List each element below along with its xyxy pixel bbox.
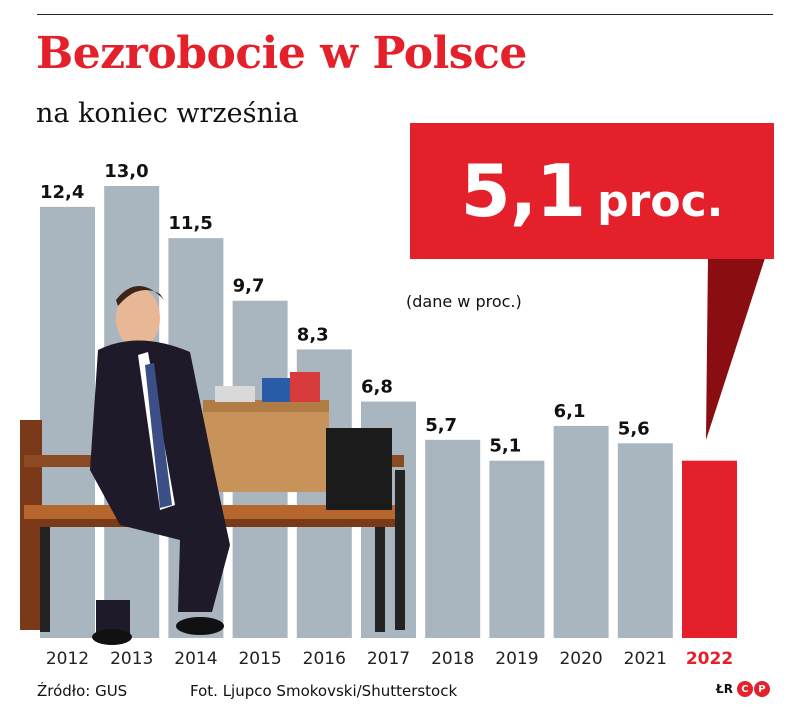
bar-2019 bbox=[489, 460, 545, 638]
bar-2021 bbox=[617, 443, 673, 638]
data-label-2014: 11,5 bbox=[168, 213, 212, 234]
data-label-2021: 5,6 bbox=[618, 418, 650, 439]
x-tick-label-2013: 2013 bbox=[110, 649, 153, 669]
cp-badge-letter: P bbox=[753, 681, 770, 697]
data-label-2019: 5,1 bbox=[489, 436, 521, 457]
x-tick-label-2022: 2022 bbox=[686, 649, 733, 669]
cp-badge: C P bbox=[736, 681, 770, 697]
cp-badge-letter: C bbox=[736, 681, 753, 697]
x-tick-label-2018: 2018 bbox=[431, 649, 474, 669]
publisher-logo: ŁR C P bbox=[716, 681, 770, 697]
logo-text: ŁR bbox=[716, 682, 733, 696]
units-note: (dane w proc.) bbox=[406, 292, 522, 311]
x-tick-label-2012: 2012 bbox=[46, 649, 89, 669]
data-label-2017: 6,8 bbox=[361, 377, 393, 398]
x-tick-label-2020: 2020 bbox=[559, 649, 602, 669]
x-tick-label-2019: 2019 bbox=[495, 649, 538, 669]
photo-credit: Fot. Ljupco Smokovski/Shutterstock bbox=[190, 682, 458, 700]
data-label-2018: 5,7 bbox=[425, 415, 457, 436]
x-tick-label-2021: 2021 bbox=[624, 649, 667, 669]
chart-title: Bezrobocie w Polsce bbox=[36, 28, 527, 79]
source-note: Źródło: GUS bbox=[37, 682, 128, 700]
top-rule bbox=[37, 14, 773, 15]
highlight-callout: 5,1 proc. bbox=[410, 123, 774, 259]
callout-unit: proc. bbox=[597, 176, 724, 227]
x-tick-label-2016: 2016 bbox=[303, 649, 346, 669]
data-label-2015: 9,7 bbox=[233, 276, 265, 297]
x-tick-label-2017: 2017 bbox=[367, 649, 410, 669]
callout-pointer bbox=[706, 255, 766, 440]
chart-subtitle: na koniec września bbox=[36, 98, 299, 129]
x-tick-label-2014: 2014 bbox=[174, 649, 217, 669]
x-tick-label-2015: 2015 bbox=[238, 649, 281, 669]
data-label-2013: 13,0 bbox=[104, 161, 148, 182]
bar-2022 bbox=[682, 460, 737, 638]
data-label-2016: 8,3 bbox=[297, 324, 329, 345]
bar-2020 bbox=[553, 425, 609, 638]
labels-layer: 12,4 2012 13,0 2013 11,5 2014 9,7 2015 8,3 2016 6,… bbox=[40, 161, 733, 669]
data-label-2020: 6,1 bbox=[554, 401, 586, 422]
bar-2018 bbox=[425, 439, 481, 638]
data-label-2012: 12,4 bbox=[40, 182, 84, 203]
man-on-bench-illustration bbox=[20, 286, 405, 645]
callout-value: 5,1 bbox=[460, 149, 587, 233]
